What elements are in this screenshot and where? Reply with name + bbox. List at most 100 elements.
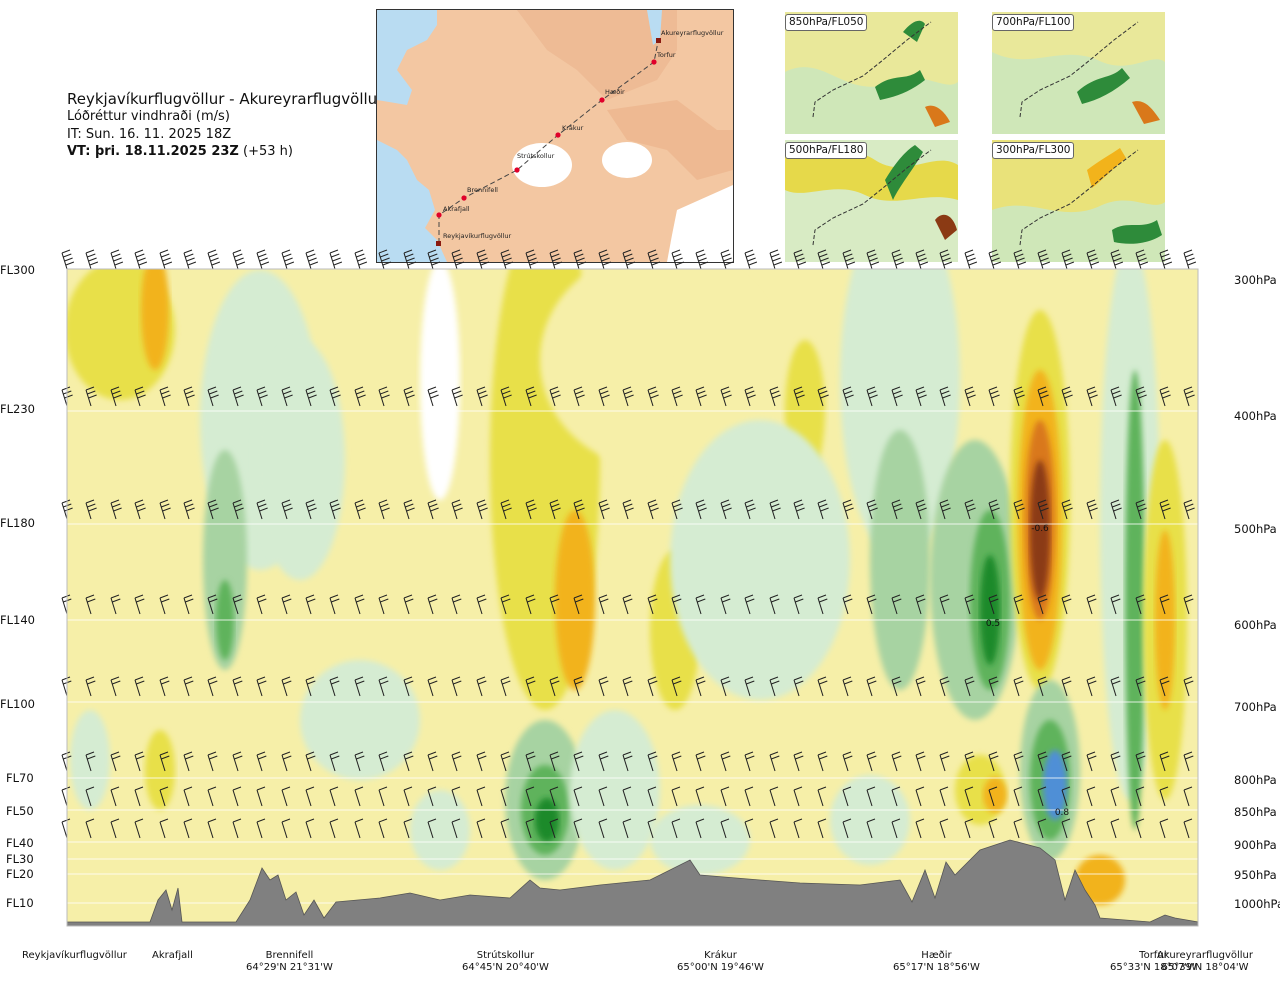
barb-feather xyxy=(113,394,122,399)
barb-feather xyxy=(403,676,413,681)
barb-staff xyxy=(1037,754,1044,772)
barb-feather xyxy=(1063,755,1072,760)
barb-staff xyxy=(305,597,312,615)
barb-feather xyxy=(551,680,560,685)
wind-barb xyxy=(891,676,902,697)
wind-barb xyxy=(427,594,438,615)
barb-feather xyxy=(453,253,462,258)
barb-staff xyxy=(232,789,239,807)
wind-barb xyxy=(183,676,194,697)
barb-staff xyxy=(1013,821,1020,839)
wind-barb xyxy=(891,751,902,772)
barb-staff xyxy=(256,502,263,520)
barb-staff xyxy=(842,389,849,407)
barb-feather xyxy=(136,390,145,395)
barb-feather xyxy=(430,507,439,512)
barb-feather xyxy=(1112,680,1121,685)
barb-feather xyxy=(625,257,634,262)
barb-staff xyxy=(720,789,727,807)
wind-barb xyxy=(427,676,438,697)
wind-barb xyxy=(842,676,853,697)
barb-feather xyxy=(329,786,339,791)
barb-feather xyxy=(1013,786,1023,791)
barb-staff xyxy=(378,502,385,520)
barb-feather xyxy=(305,249,315,254)
barb-feather xyxy=(207,786,217,791)
wind-barb xyxy=(695,818,705,839)
barb-staff xyxy=(1013,679,1020,697)
barb-feather xyxy=(1138,257,1147,262)
barb-feather xyxy=(771,390,780,395)
barb-staff xyxy=(964,754,971,772)
wind-barb xyxy=(305,786,315,807)
barb-staff xyxy=(1086,597,1093,615)
barb-feather xyxy=(671,594,681,599)
barb-feather xyxy=(573,249,583,254)
wind-barb xyxy=(500,594,511,615)
y-left-tick: FL300 xyxy=(0,263,35,277)
barb-feather xyxy=(453,503,462,508)
barb-staff xyxy=(695,502,702,520)
barb-feather xyxy=(329,751,339,756)
barb-feather xyxy=(209,755,218,760)
barb-staff xyxy=(85,679,92,697)
barb-feather xyxy=(720,818,730,823)
wind-barb xyxy=(622,594,633,615)
barb-feather xyxy=(162,507,171,512)
barb-feather xyxy=(236,261,246,266)
barb-staff xyxy=(964,679,971,697)
barb-feather xyxy=(380,755,389,760)
wind-barb xyxy=(939,786,949,807)
barb-staff xyxy=(1086,389,1093,407)
barb-staff xyxy=(598,679,605,697)
barb-staff xyxy=(817,679,824,697)
barb-feather xyxy=(89,261,99,266)
barb-feather xyxy=(894,257,903,262)
wind-barb xyxy=(183,786,193,807)
barb-staff xyxy=(183,389,190,407)
barb-feather xyxy=(61,676,71,681)
barb-feather xyxy=(575,503,584,508)
barb-feather xyxy=(769,594,779,599)
barb-feather xyxy=(329,818,339,823)
wind-barb xyxy=(500,751,511,772)
barb-feather xyxy=(1013,751,1023,756)
barb-feather xyxy=(427,249,437,254)
barb-staff xyxy=(1037,789,1044,807)
barb-feather xyxy=(64,257,73,262)
wind-barb xyxy=(256,676,267,697)
barb-feather xyxy=(1110,676,1120,681)
map-label-akrafjall: Akrafjall xyxy=(443,205,470,213)
wind-barb xyxy=(451,499,463,520)
barb-feather xyxy=(697,598,706,603)
wind-barb xyxy=(110,676,121,697)
barb-feather xyxy=(842,676,852,681)
barb-feather xyxy=(112,503,121,508)
barb-feather xyxy=(891,818,901,823)
panel-500hpa[interactable]: 500hPa/FL180 xyxy=(785,140,958,262)
barb-staff xyxy=(988,679,995,697)
barb-feather xyxy=(88,257,97,262)
barb-staff xyxy=(207,754,214,772)
barb-feather xyxy=(600,503,609,508)
wind-barb xyxy=(61,818,71,839)
barb-feather xyxy=(918,507,927,512)
wind-barb xyxy=(744,249,758,270)
barb-feather xyxy=(917,755,926,760)
wind-barb xyxy=(500,676,511,697)
barb-feather xyxy=(502,390,511,395)
panel-300hpa[interactable]: 300hPa/FL300 xyxy=(992,140,1165,262)
barb-feather xyxy=(744,594,754,599)
barb-staff xyxy=(915,252,922,270)
barb-feather xyxy=(1185,503,1194,508)
panel-700hpa[interactable]: 700hPa/FL100 xyxy=(992,12,1165,134)
wind-barb xyxy=(744,818,754,839)
barb-feather xyxy=(136,755,145,760)
barb-staff xyxy=(85,597,92,615)
barb-staff xyxy=(866,597,873,615)
panel-850hpa[interactable]: 850hPa/FL050 xyxy=(785,12,958,134)
y-right-tick: 600hPa xyxy=(1234,618,1277,632)
wind-barb xyxy=(720,676,731,697)
wind-barb xyxy=(1037,751,1048,772)
wind-barb xyxy=(256,786,266,807)
